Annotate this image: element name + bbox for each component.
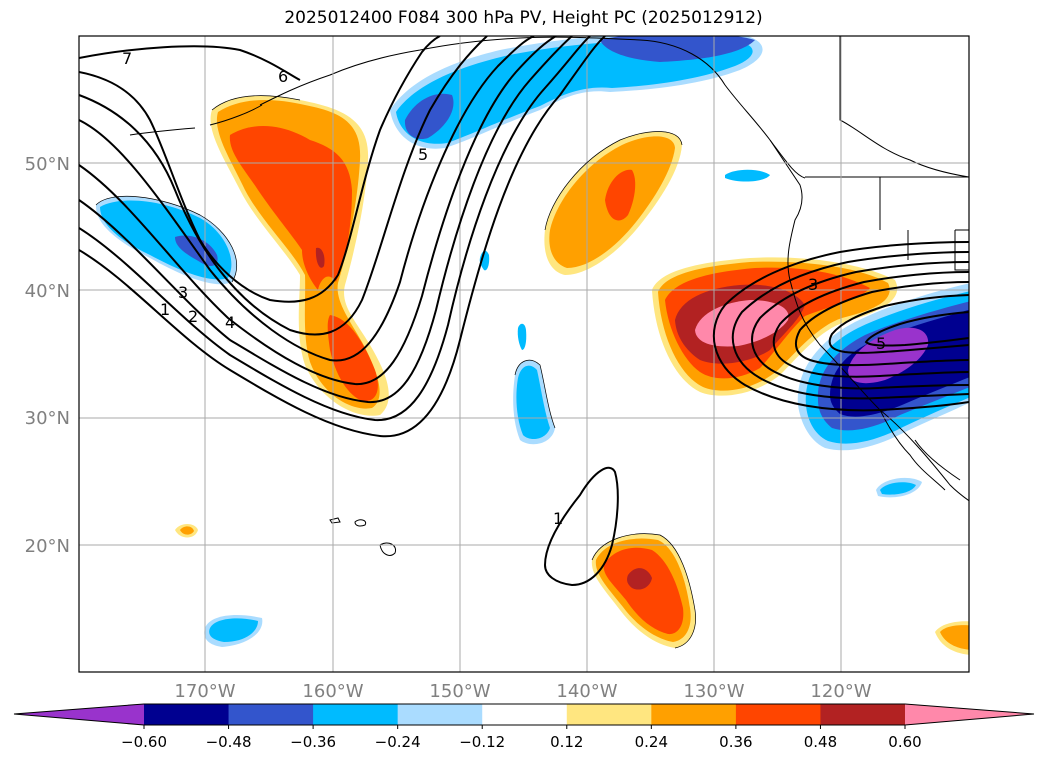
contour-trough-6 xyxy=(79,36,488,336)
contour-ridge-6 xyxy=(828,294,969,354)
lon-label-130w: 130°W xyxy=(683,681,744,702)
colorbar-segment xyxy=(735,704,821,725)
lat-label-20n: 20°N xyxy=(25,536,70,557)
contour-ridge-5 xyxy=(794,281,969,367)
pv-negative-small-baja-core xyxy=(880,482,916,495)
pv-negative-gulf-alaska-inner xyxy=(404,93,454,140)
contour-ridge-4 xyxy=(772,271,969,378)
hawaii-1 xyxy=(329,517,341,524)
hawaii-3 xyxy=(379,542,397,556)
contour-label-1-south: 1 xyxy=(553,509,563,528)
contour-label-5-gulf: 5 xyxy=(418,145,428,164)
lon-label-160w: 160°W xyxy=(302,681,363,702)
colorbar-tick-label: 0.48 xyxy=(804,733,837,751)
shade-outlines xyxy=(95,95,696,649)
contour-label-2: 2 xyxy=(188,307,198,326)
colorbar-segment xyxy=(228,704,314,725)
coastlines xyxy=(129,36,969,556)
colorbar-segment xyxy=(144,704,230,725)
colorbar-tick-label: 0.36 xyxy=(719,733,752,751)
colorbar-tick-label: −0.36 xyxy=(290,733,336,751)
colorbar-tick-label: −0.60 xyxy=(121,733,167,751)
pv-positive-small-west-core xyxy=(180,526,194,535)
contour-trough-2 xyxy=(79,36,591,422)
lon-axis-labels: 170°W 160°W 150°W 140°W 130°W 120°W xyxy=(174,681,871,702)
lon-label-170w: 170°W xyxy=(174,681,235,702)
pv-positive-california-pink xyxy=(695,300,789,347)
colorbar-tick-label: 0.12 xyxy=(550,733,583,751)
lat-axis-labels: 50°N 40°N 30°N 20°N xyxy=(25,154,70,557)
colorbar-extend-low xyxy=(14,704,144,725)
pv-positive-tongue-core xyxy=(315,247,325,268)
pv-positive-tongue-red xyxy=(229,125,352,290)
contour-label-6: 6 xyxy=(278,67,288,86)
us-states xyxy=(879,177,969,271)
pv-negative-gulf-alaska-inner2 xyxy=(600,36,755,62)
pv-positive-midpacific-red xyxy=(605,169,636,221)
colorbar-tick-label: 0.24 xyxy=(635,733,668,751)
contour-trough-5 xyxy=(79,36,535,362)
contour-trough-4 xyxy=(79,36,557,386)
colorbar-segment xyxy=(397,704,483,725)
contour-trough-7 xyxy=(79,36,441,303)
contour-7-top xyxy=(79,45,301,81)
contour-label-5-sw: 5 xyxy=(876,334,886,353)
colorbar-tick-label: −0.48 xyxy=(206,733,252,751)
colorbar-tick-label: −0.24 xyxy=(375,733,421,751)
colorbar-segment xyxy=(651,704,737,725)
lat-label-30n: 30°N xyxy=(25,408,70,429)
canada-border xyxy=(805,36,969,178)
pv-positive-south-red xyxy=(603,547,684,635)
map-frame xyxy=(78,35,970,673)
lat-label-50n: 50°N xyxy=(25,154,70,175)
contour-trough-3 xyxy=(79,36,573,404)
hawaii-2 xyxy=(354,519,367,527)
contour-ridge-7 xyxy=(864,311,969,347)
contour-trough-1 xyxy=(79,36,606,438)
map-title: 2025012400 F084 300 hPa PV, Height PC (2… xyxy=(284,8,763,28)
alaska-coast xyxy=(259,36,806,179)
pv-negative-vancouver-small xyxy=(725,169,770,182)
contour-label-1: 1 xyxy=(160,300,170,319)
lon-label-120w: 120°W xyxy=(810,681,871,702)
colorbar-segment xyxy=(482,704,568,725)
contour-label-3-ridge: 3 xyxy=(808,275,818,294)
colorbar-segment xyxy=(313,704,399,725)
pv-positive-small-se-core xyxy=(940,625,969,650)
contour-label-4: 4 xyxy=(225,313,235,332)
pv-positive-south-core xyxy=(627,568,652,590)
height-contours xyxy=(79,36,969,587)
aleutian-islands xyxy=(129,104,263,136)
colorbar-extend-high xyxy=(905,704,1034,725)
contour-1-south xyxy=(543,466,619,587)
lon-label-140w: 140°W xyxy=(556,681,617,702)
contour-label-3: 3 xyxy=(178,283,188,302)
colorbar-segment xyxy=(566,704,652,725)
contour-label-7: 7 xyxy=(122,49,132,68)
pv-positive-tongue-lower xyxy=(327,315,378,401)
pv-negative-small-south-core xyxy=(209,618,258,642)
lat-label-40n: 40°N xyxy=(25,281,70,302)
contour-labels: 7 6 5 4 3 2 1 3 5 1 xyxy=(122,49,886,528)
lon-label-150w: 150°W xyxy=(429,681,490,702)
colorbar-ticks: −0.60 −0.48 −0.36 −0.24 −0.12 0.12 0.24 0.36 0.4… xyxy=(121,725,922,751)
pv-negative-small-37n xyxy=(517,323,527,350)
baja-coast xyxy=(879,409,961,491)
pv-negative-hawaii-east-core xyxy=(516,365,550,440)
contour-ridge-2 xyxy=(731,251,969,400)
pv-negative-southwest-purple xyxy=(848,327,929,384)
colorbar: −0.60 −0.48 −0.36 −0.24 −0.12 0.12 0.24 0.36 0.4… xyxy=(13,703,1035,751)
colorbar-tick-label: −0.12 xyxy=(459,733,505,751)
contour-ridge-1 xyxy=(712,241,969,412)
bc-coast xyxy=(769,139,969,502)
colorbar-segment xyxy=(820,704,906,725)
colorbar-tick-label: 0.60 xyxy=(888,733,921,751)
contour-ridge-3 xyxy=(751,261,969,390)
colorbar-segments xyxy=(14,704,1034,725)
